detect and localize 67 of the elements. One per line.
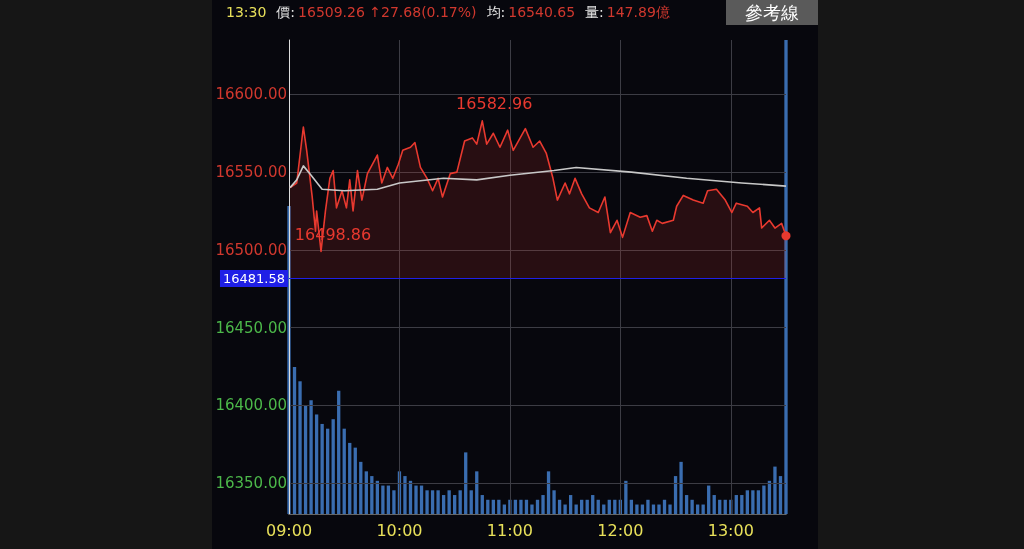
bar <box>568 495 573 514</box>
x-tick-label: 10:00 <box>376 520 423 540</box>
text: 13:30 <box>226 4 267 20</box>
bar <box>320 423 324 514</box>
bar <box>552 490 556 514</box>
bar <box>657 504 661 514</box>
bar <box>646 499 650 514</box>
bar <box>430 490 435 514</box>
bar <box>734 495 738 514</box>
bar <box>541 495 545 514</box>
bar <box>773 466 777 514</box>
bar <box>684 495 689 514</box>
text: 價: <box>276 4 296 20</box>
bar <box>314 414 319 514</box>
bar <box>331 419 335 514</box>
bar <box>668 504 672 514</box>
annotation: 16582.96 <box>456 94 533 114</box>
text: 147.89億 <box>606 4 670 20</box>
bar <box>464 452 468 514</box>
y-tick-label: 16600.00 <box>215 85 287 104</box>
bar <box>298 381 302 514</box>
x-tick-label: 12:00 <box>597 520 644 540</box>
bar <box>453 495 457 514</box>
x-tick-label: 09:00 <box>265 520 313 540</box>
bar <box>403 476 407 514</box>
bar <box>441 495 446 514</box>
y-tick-label: 16450.00 <box>215 318 287 337</box>
text: 16540.65 <box>508 4 576 20</box>
y-tick-label: 16350.00 <box>215 473 287 492</box>
bar <box>574 504 578 514</box>
bar <box>784 40 788 514</box>
text: 量: <box>585 4 604 20</box>
bar <box>480 495 484 514</box>
bar <box>679 461 683 514</box>
bar <box>762 485 766 514</box>
bar <box>591 495 595 514</box>
bar <box>414 485 418 514</box>
bar <box>635 504 639 514</box>
bar <box>712 495 716 514</box>
bar <box>563 504 567 514</box>
y-tick-label: 16400.00 <box>215 396 287 415</box>
y-tick-label: 16500.00 <box>215 240 287 259</box>
bar <box>530 504 534 514</box>
chart-subtitle: 參考線 <box>726 0 818 25</box>
ref-line-label: 16481.58 <box>222 270 285 286</box>
bar <box>447 490 451 514</box>
bar <box>392 490 396 514</box>
bar <box>436 490 440 514</box>
bar <box>745 490 749 514</box>
bar <box>740 495 744 514</box>
bar <box>425 490 429 514</box>
bar <box>309 400 313 514</box>
bar <box>751 490 755 514</box>
x-tick-label: 13:00 <box>707 520 754 540</box>
x-tick-label: 11:00 <box>486 520 533 540</box>
line-series <box>289 165 787 192</box>
bar <box>469 490 473 514</box>
bar <box>458 490 462 514</box>
text: 16509.26 ↑27.68(0.17%) <box>298 4 477 20</box>
text: 均: <box>486 4 506 20</box>
bar <box>381 485 385 514</box>
y-tick-label: 16550.00 <box>215 163 287 182</box>
bar <box>624 480 628 514</box>
bar <box>497 499 501 514</box>
bar <box>756 490 761 514</box>
bar <box>519 499 523 514</box>
bar <box>690 499 694 514</box>
